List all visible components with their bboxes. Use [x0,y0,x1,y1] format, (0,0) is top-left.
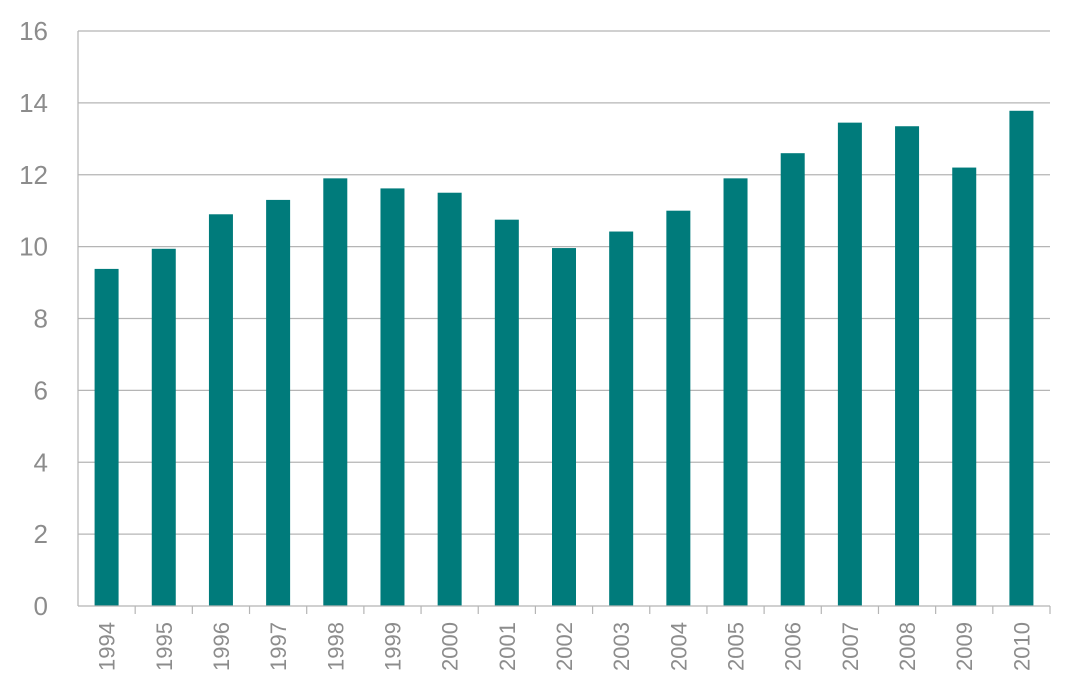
axes [77,31,1051,614]
x-tick-label: 1994 [95,622,120,671]
y-tick-label: 2 [34,519,48,549]
x-tick-labels: 1994 1995 1996 1997 1998 1999 2000 2001 2002 2003… [95,622,1035,671]
y-tick-label: 8 [34,304,48,334]
x-tick-label: 2009 [952,622,977,671]
bar-2010 [1009,110,1034,606]
x-tick-label: 2000 [438,622,463,671]
bar-1997 [266,199,291,606]
x-tick-label: 1996 [209,622,234,671]
bar-2003 [609,231,634,606]
x-tick-label: 2007 [838,622,863,671]
x-tick-label: 2008 [895,622,920,671]
bar-1995 [151,248,176,606]
y-tick-label: 0 [34,591,48,621]
y-tick-label: 16 [19,16,48,46]
x-tick-label: 2003 [609,622,634,671]
x-tick-label: 2001 [495,622,520,671]
bar-1994 [94,268,119,606]
y-tick-label: 4 [34,447,48,477]
x-tick-label: 2002 [552,622,577,671]
bar-2006 [780,153,805,606]
x-tick-label: 1998 [323,622,348,671]
x-tick-label: 1999 [380,622,405,671]
bar-2000 [437,192,462,606]
bar-2008 [895,126,920,606]
y-tick-labels: 0 2 4 6 8 10 12 14 16 [19,16,48,621]
y-tick-label: 10 [19,232,48,262]
bar-2009 [952,167,977,606]
y-tick-label: 14 [19,88,48,118]
x-tick-label: 2004 [666,622,691,671]
x-tick-label: 1995 [152,622,177,671]
x-tick-label: 2010 [1009,622,1034,671]
bar-2007 [837,122,862,606]
bar-1998 [323,178,348,606]
bar-1999 [380,188,405,606]
x-tick-label: 1997 [266,622,291,671]
bar-1996 [208,214,233,606]
x-tick-label: 2006 [781,622,806,671]
bar-2004 [666,210,691,606]
bars [94,110,1034,606]
bar-2002 [552,248,576,606]
x-tick-label: 2005 [724,622,749,671]
y-tick-label: 6 [34,375,48,405]
bar-2001 [494,219,519,606]
y-tick-label: 12 [19,160,48,190]
bar-2005 [723,178,748,606]
